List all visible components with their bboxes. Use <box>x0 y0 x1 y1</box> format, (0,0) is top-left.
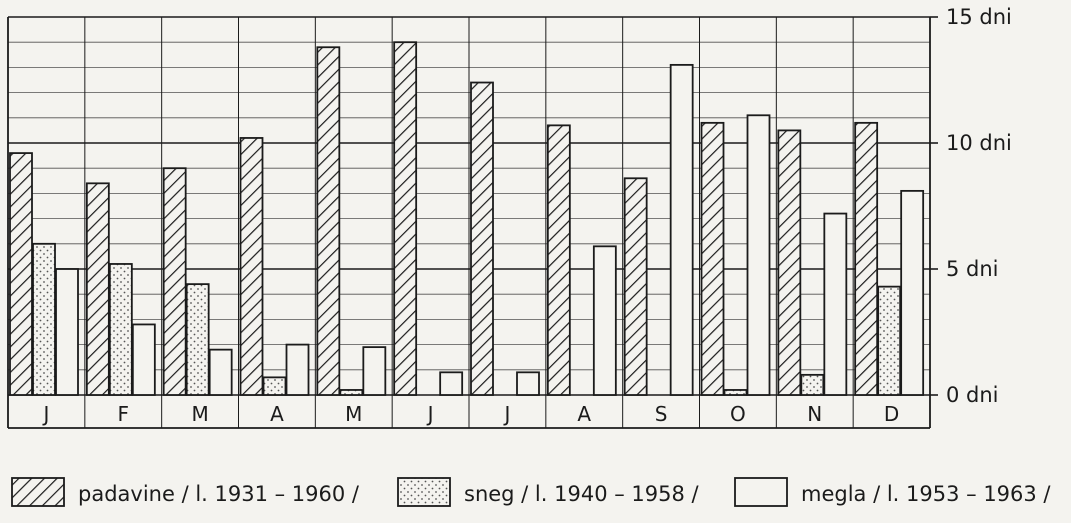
bar-hatch-10 <box>777 129 802 396</box>
category-label: J <box>426 402 434 426</box>
legend-swatch-hatch <box>11 477 65 507</box>
bar-dots-2 <box>185 283 210 396</box>
bar-blank-0 <box>55 268 79 396</box>
bar-blank-4 <box>362 346 387 396</box>
bar-blank-2 <box>208 348 233 396</box>
category-label: A <box>270 402 284 426</box>
bar-hatch-0 <box>9 152 33 396</box>
category-label: M <box>345 402 362 426</box>
bar-blank-7 <box>592 245 617 396</box>
category-label: J <box>502 402 510 426</box>
y-tick-label: 0 dni <box>946 383 999 407</box>
bar-blank-6 <box>516 371 540 396</box>
bar-hatch-11 <box>854 121 879 396</box>
bar-dots-10 <box>800 373 825 396</box>
category-label: A <box>577 402 591 426</box>
bar-hatch-3 <box>239 137 264 396</box>
category-label: N <box>807 402 822 426</box>
bar-blank-3 <box>285 343 310 396</box>
bar-dots-3 <box>262 376 287 396</box>
bar-dots-11 <box>877 285 902 396</box>
bar-hatch-6 <box>470 81 494 396</box>
bar-dots-4 <box>339 389 364 396</box>
bar-blank-8 <box>669 63 694 396</box>
bar-hatch-1 <box>85 182 110 396</box>
legend-label: megla / l. 1953 – 1963 / <box>801 482 1051 506</box>
bar-hatch-2 <box>162 167 187 396</box>
legend-label: sneg / l. 1940 – 1958 / <box>464 482 700 506</box>
bar-blank-10 <box>823 212 848 396</box>
bar-blank-5 <box>439 371 464 396</box>
bar-hatch-5 <box>393 41 418 396</box>
bar-blank-9 <box>746 114 771 396</box>
bar-hatch-7 <box>546 124 571 396</box>
y-tick-label: 10 dni <box>946 131 1012 155</box>
category-label: D <box>884 402 899 426</box>
bar-dots-9 <box>723 389 748 396</box>
category-label: F <box>117 402 129 426</box>
legend-swatch-blank <box>734 477 788 507</box>
bar-blank-1 <box>131 323 156 396</box>
legend-swatch-dots <box>397 477 451 507</box>
category-label: O <box>730 402 746 426</box>
bar-hatch-8 <box>623 177 648 396</box>
category-label: J <box>41 402 49 426</box>
legend-label: padavine / l. 1931 – 1960 / <box>78 482 360 506</box>
bar-dots-1 <box>108 263 133 396</box>
bar-blank-11 <box>900 189 925 396</box>
category-label: M <box>191 402 208 426</box>
category-label: S <box>655 402 668 426</box>
bar-hatch-4 <box>316 46 341 396</box>
bar-hatch-9 <box>700 121 725 396</box>
y-tick-label: 15 dni <box>946 5 1012 29</box>
y-tick-label: 5 dni <box>946 257 999 281</box>
bar-dots-0 <box>32 242 56 396</box>
